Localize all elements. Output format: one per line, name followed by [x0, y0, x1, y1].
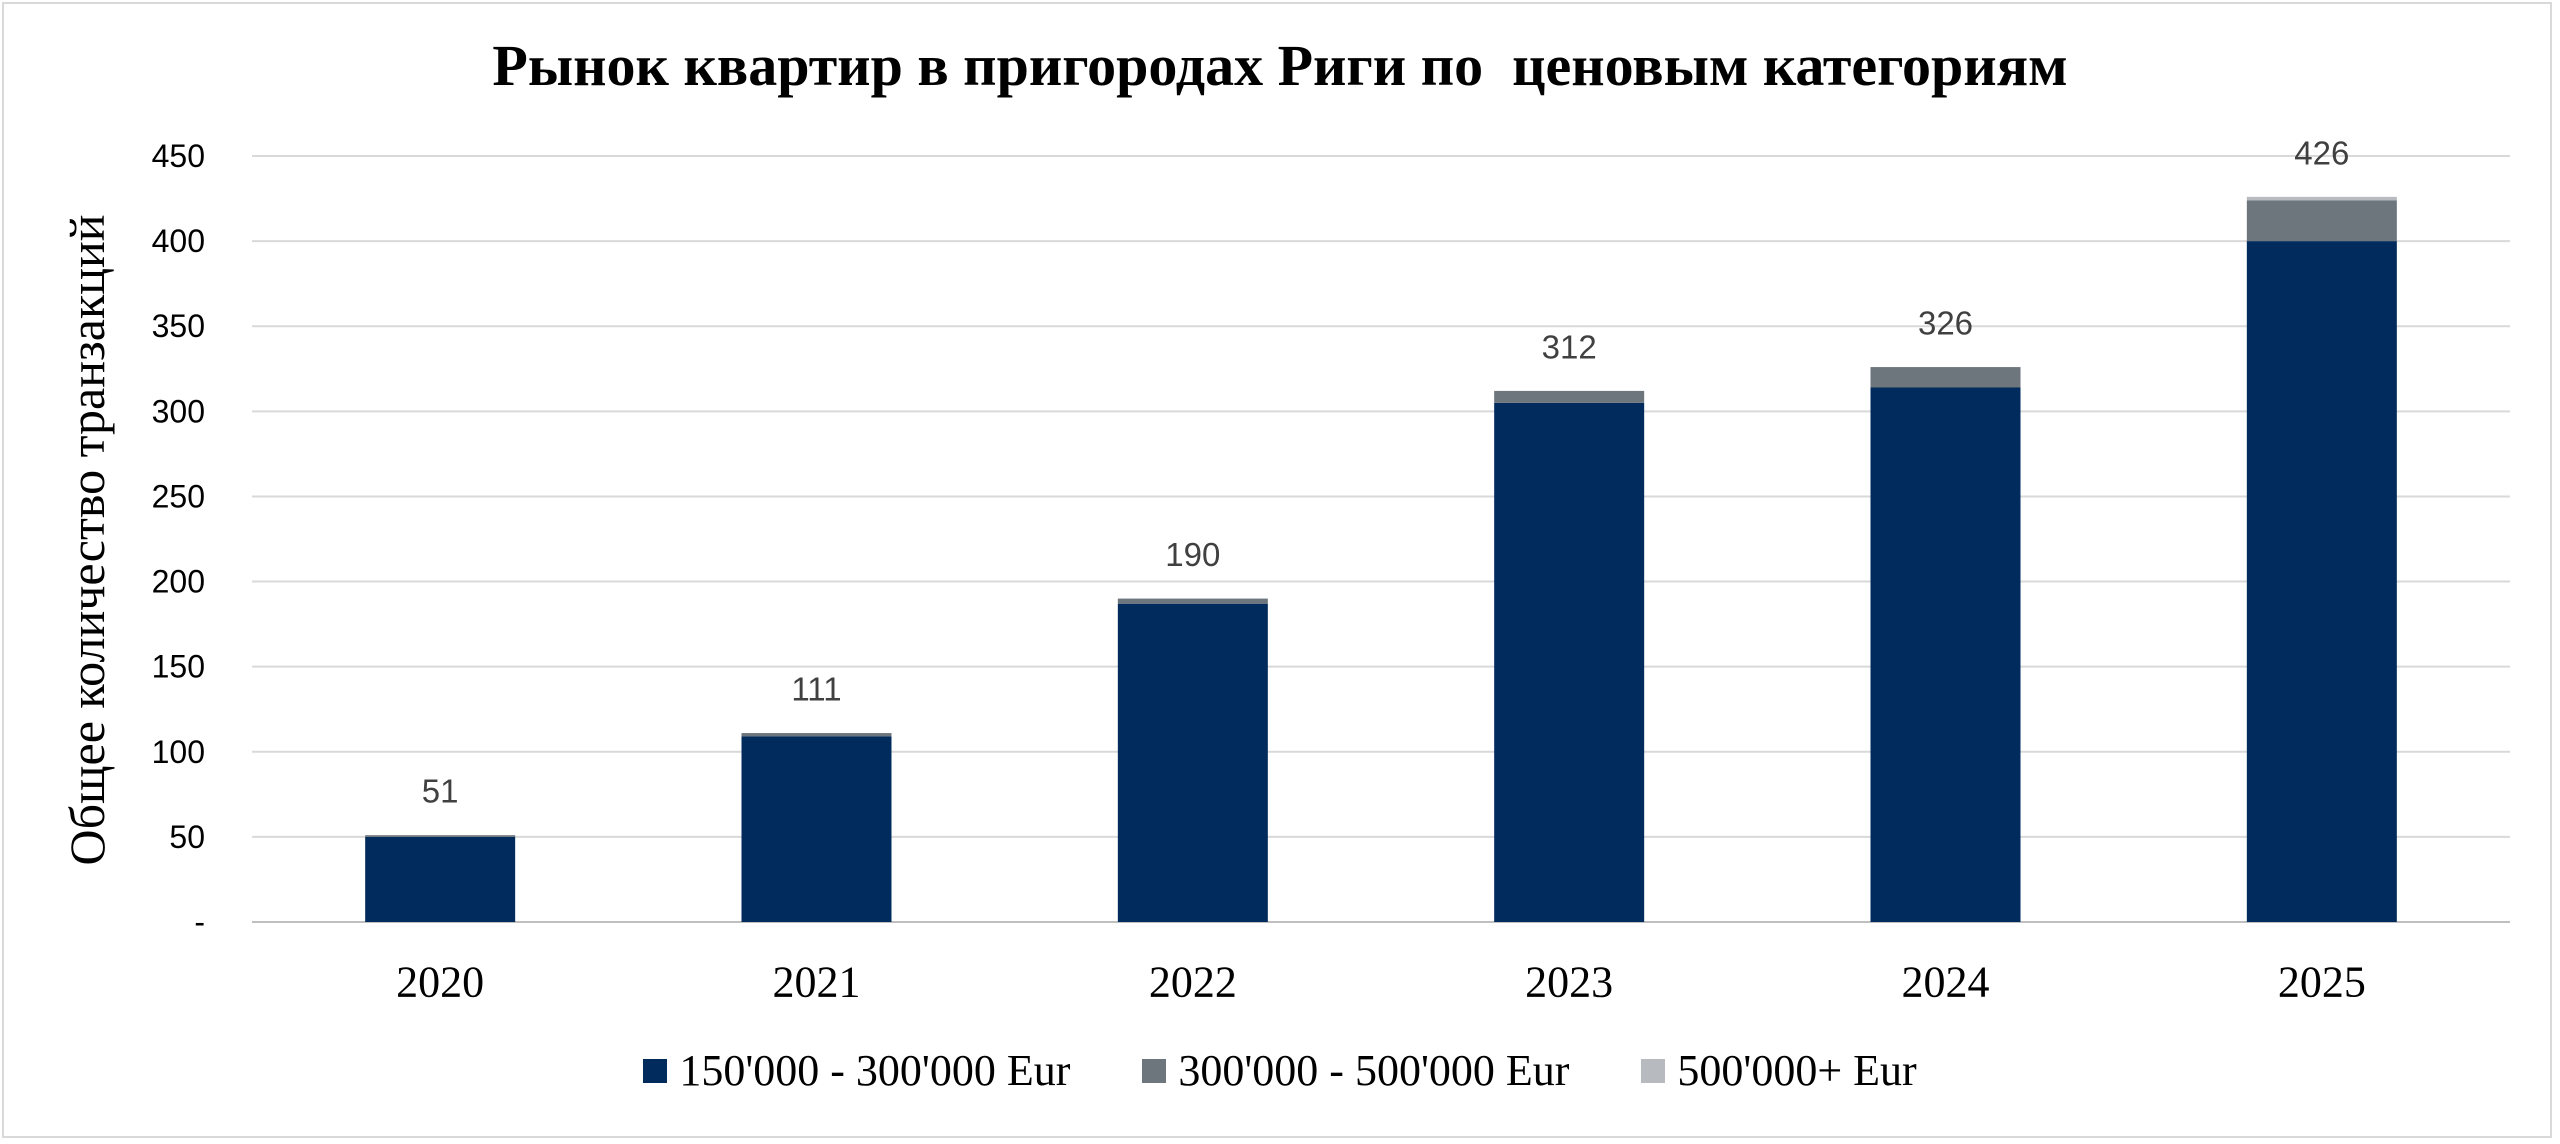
- data-labels: 51 111 190 312 326 426: [422, 134, 2350, 809]
- chart-title: Рынок квартир в пригородах Риги по ценов…: [492, 33, 2068, 98]
- bar-segment: [2246, 241, 2397, 923]
- legend-swatch: [643, 1058, 668, 1083]
- x-tick-label: 2024: [1902, 958, 1990, 1007]
- total-label: 426: [2294, 134, 2349, 171]
- x-tick-label: 2022: [1149, 958, 1237, 1007]
- x-tick-label: 2021: [773, 958, 861, 1007]
- bar-segment: [365, 835, 516, 837]
- gridlines: [252, 155, 2510, 923]
- x-tick-labels: 2020 2021 2022 2023 2024 2025: [396, 958, 2366, 1007]
- y-tick-label: 100: [152, 734, 205, 770]
- y-tick-label: 350: [152, 308, 205, 344]
- bar-segment: [1494, 390, 1645, 403]
- bar-segment: [2246, 196, 2397, 201]
- bar-segment: [1870, 387, 2021, 923]
- y-tick-label: 50: [169, 819, 205, 855]
- x-tick-label: 2020: [396, 958, 484, 1007]
- y-tick-label: -: [194, 904, 205, 940]
- legend: 150'000 - 300'000 Eur 300'000 - 500'000 E…: [0, 1045, 2560, 1096]
- bars: [365, 196, 2397, 923]
- legend-swatch: [1142, 1058, 1167, 1083]
- legend-swatch: [1641, 1058, 1666, 1083]
- y-tick-label: 400: [152, 223, 205, 259]
- legend-item: 300'000 - 500'000 Eur: [1142, 1045, 1569, 1096]
- legend-label: 500'000+ Eur: [1677, 1046, 1917, 1095]
- total-label: 51: [422, 773, 459, 810]
- x-tick-label: 2023: [1525, 958, 1613, 1007]
- y-tick-label: 450: [152, 138, 205, 174]
- total-label: 190: [1165, 536, 1220, 573]
- y-tick-label: 300: [152, 393, 205, 429]
- bar-segment: [1870, 367, 2021, 388]
- bar-segment: [1117, 598, 1268, 604]
- legend-label: 300'000 - 500'000 Eur: [1178, 1046, 1570, 1095]
- y-tick-label: 150: [152, 649, 205, 685]
- y-tick-label: 250: [152, 478, 205, 514]
- bar-segment: [1494, 402, 1645, 922]
- bar-segment: [2246, 200, 2397, 242]
- legend-label: 150'000 - 300'000 Eur: [679, 1046, 1071, 1095]
- total-label: 312: [1542, 328, 1597, 365]
- legend-item: 150'000 - 300'000 Eur: [643, 1045, 1070, 1096]
- bar-segment: [1117, 603, 1268, 922]
- y-tick-label: 200: [152, 564, 205, 600]
- bar-segment: [741, 736, 892, 922]
- total-label: 326: [1918, 305, 1973, 342]
- bar-segment: [365, 836, 516, 922]
- bar-segment: [741, 733, 892, 737]
- y-tick-labels: - 50 100 150 200 250 300 350 400 450: [152, 138, 205, 940]
- x-tick-label: 2025: [2278, 958, 2366, 1007]
- total-label: 111: [791, 671, 841, 708]
- legend-item: 500'000+ Eur: [1641, 1045, 1917, 1096]
